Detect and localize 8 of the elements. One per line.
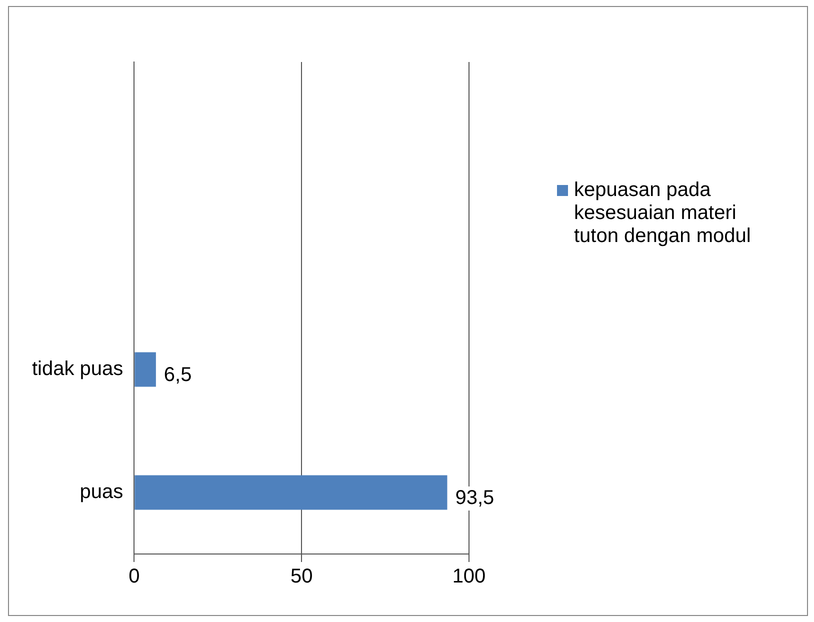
data-label: 6,5: [164, 364, 192, 386]
legend-label: kepuasan pada kesesuaian materi tuton dengan modul: [574, 179, 752, 248]
x-tick-label: 50: [290, 566, 313, 588]
x-tick-label: 0: [128, 566, 140, 588]
data-label: 93,5: [455, 487, 494, 510]
y-tick-label: tidak puas: [32, 358, 124, 380]
x-tick-label: 100: [452, 566, 486, 588]
y-tick-label: puas: [80, 481, 124, 504]
